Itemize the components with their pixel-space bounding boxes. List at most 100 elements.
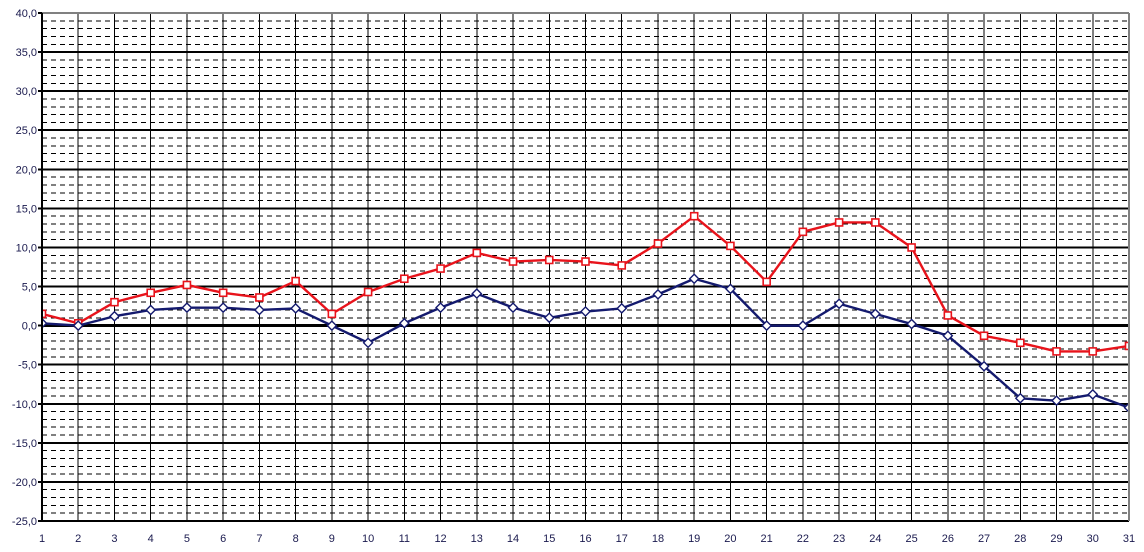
x-axis-tick-label: 3 xyxy=(111,533,117,545)
x-axis-tick-label: 1 xyxy=(39,533,45,545)
data-point-marker xyxy=(363,287,373,297)
data-point-marker xyxy=(761,320,773,332)
data-point-marker xyxy=(181,302,193,314)
y-axis-tick-label: -20,0 xyxy=(12,477,37,489)
data-point-marker xyxy=(507,302,519,314)
data-point-marker xyxy=(472,248,482,258)
data-point-marker xyxy=(146,288,155,298)
x-axis-tick-labels: 1 2 3 4 5 6 7 8 9 10 11 12 13 14 15 16 17 18 19 20 21 22 23 24 2… xyxy=(39,533,1135,545)
data-point-marker xyxy=(508,257,518,266)
data-point-marker xyxy=(1052,347,1061,356)
data-point-marker xyxy=(291,276,300,286)
data-point-marker xyxy=(798,227,808,237)
data-point-marker xyxy=(1014,392,1026,404)
data-point-marker xyxy=(617,261,627,270)
data-point-marker xyxy=(797,320,809,332)
data-point-marker xyxy=(1015,338,1025,348)
x-axis-tick-label: 5 xyxy=(184,533,190,545)
data-point-marker xyxy=(217,302,229,314)
x-axis-tick-label: 6 xyxy=(220,533,226,545)
data-point-marker xyxy=(834,218,844,227)
y-axis-tick-label: 35,0 xyxy=(16,47,37,59)
y-axis-tick-label: -10,0 xyxy=(12,399,37,411)
data-point-marker xyxy=(942,330,954,342)
data-point-marker xyxy=(145,304,157,316)
data-point-marker xyxy=(436,264,445,273)
data-point-marker xyxy=(616,302,628,314)
data-point-marker xyxy=(72,320,84,332)
x-axis-tick-label: 16 xyxy=(579,533,591,545)
x-axis-tick-label: 15 xyxy=(543,533,555,545)
data-point-marker xyxy=(110,297,119,307)
data-point-marker xyxy=(869,308,881,320)
x-axis-tick-label: 27 xyxy=(978,533,990,545)
x-axis-tick-label: 20 xyxy=(724,533,736,545)
data-point-marker xyxy=(1051,395,1063,407)
y-axis-tick-label: -25,0 xyxy=(12,516,37,528)
data-point-marker xyxy=(1088,347,1098,356)
x-axis-tick-label: 26 xyxy=(942,533,954,545)
x-axis-tick-label: 29 xyxy=(1050,533,1062,545)
data-point-marker xyxy=(471,288,483,300)
data-point-marker xyxy=(689,211,699,221)
y-axis-tick-label: -5,0 xyxy=(18,360,37,372)
data-point-marker xyxy=(42,317,48,329)
data-point-marker xyxy=(833,298,845,310)
data-point-marker xyxy=(726,241,735,251)
data-point-marker xyxy=(398,317,410,329)
y-axis-tick-label: 15,0 xyxy=(16,203,37,215)
data-point-marker xyxy=(435,302,447,314)
data-point-marker xyxy=(1087,388,1099,400)
data-point-marker xyxy=(762,277,771,287)
data-point-marker xyxy=(290,302,302,314)
data-point-marker xyxy=(218,288,228,298)
data-point-marker xyxy=(108,310,120,322)
data-point-marker xyxy=(544,255,554,265)
x-axis-tick-label: 2 xyxy=(75,533,81,545)
y-axis-tick-label: 40,0 xyxy=(16,8,37,20)
data-point-marker xyxy=(978,360,990,372)
data-point-marker xyxy=(652,288,664,300)
data-point-marker xyxy=(327,309,337,319)
y-axis-tick-label: 5,0 xyxy=(22,282,37,294)
data-point-marker xyxy=(253,304,265,316)
x-axis-tick-label: 18 xyxy=(652,533,664,545)
x-axis-tick-label: 25 xyxy=(905,533,917,545)
y-axis-tick-label: 30,0 xyxy=(16,86,37,98)
data-series-layer xyxy=(42,211,1129,414)
data-point-marker xyxy=(906,318,918,330)
y-axis-tick-label: 10,0 xyxy=(16,242,37,254)
x-axis-tick-label: 4 xyxy=(148,533,154,545)
y-axis-tick-label: -15,0 xyxy=(12,438,37,450)
x-axis-tick-label: 9 xyxy=(329,533,335,545)
data-point-marker xyxy=(400,274,409,284)
x-axis-tick-label: 17 xyxy=(616,533,628,545)
x-axis-tick-label: 10 xyxy=(362,533,374,545)
data-point-marker xyxy=(907,243,916,252)
data-point-marker xyxy=(580,306,591,318)
x-axis-tick-label: 23 xyxy=(833,533,845,545)
y-axis-tick-label: 20,0 xyxy=(16,164,37,176)
data-point-marker xyxy=(1124,341,1129,351)
x-axis-tick-label: 19 xyxy=(688,533,700,545)
data-point-marker xyxy=(724,283,736,295)
data-point-marker xyxy=(979,331,989,341)
x-axis-tick-label: 24 xyxy=(869,533,881,545)
data-point-marker xyxy=(42,309,47,319)
y-axis-tick-label: 25,0 xyxy=(16,125,37,137)
x-axis-tick-label: 28 xyxy=(1014,533,1026,545)
data-point-marker xyxy=(653,239,663,248)
x-axis-tick-label: 8 xyxy=(293,533,299,545)
x-axis-tick-label: 31 xyxy=(1123,533,1135,545)
data-point-marker xyxy=(871,218,880,227)
x-axis-tick-label: 12 xyxy=(434,533,446,545)
data-point-marker xyxy=(1123,402,1129,414)
x-axis-tick-label: 11 xyxy=(399,533,410,545)
x-axis-tick-label: 21 xyxy=(761,533,773,545)
x-axis-tick-label: 30 xyxy=(1087,533,1099,545)
x-axis-tick-label: 14 xyxy=(507,533,519,545)
data-point-marker xyxy=(255,293,264,302)
